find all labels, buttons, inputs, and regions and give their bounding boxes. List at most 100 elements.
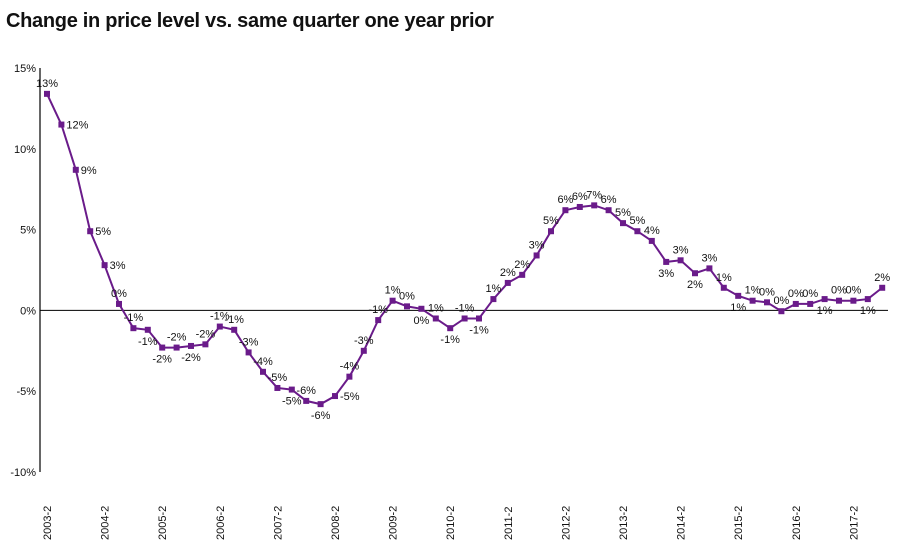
- data-label: 3%: [673, 244, 689, 256]
- data-label: 2%: [500, 267, 516, 279]
- data-point: [245, 349, 252, 356]
- data-point: [274, 384, 281, 391]
- data-point: [116, 300, 122, 307]
- data-point: [231, 326, 238, 333]
- data-point: [375, 317, 382, 324]
- data-point: [850, 297, 857, 304]
- data-label: -1%: [124, 312, 144, 324]
- data-point: [648, 237, 655, 244]
- data-point: [173, 344, 180, 351]
- data-point: [188, 342, 194, 349]
- x-tick-label: 2014-2: [676, 506, 688, 540]
- data-point: [216, 323, 223, 330]
- x-tick-label: 2006-2: [215, 506, 227, 540]
- data-label: -3%: [239, 336, 259, 348]
- data-point: [605, 207, 612, 214]
- data-point: [634, 228, 641, 235]
- data-point: [562, 207, 569, 214]
- data-label: 3%: [110, 260, 126, 272]
- data-point: [749, 297, 756, 304]
- data-label: 9%: [81, 165, 97, 177]
- data-label: 1%: [745, 285, 761, 297]
- data-label: 1%: [730, 302, 746, 314]
- chart-title: Change in price level vs. same quarter o…: [6, 10, 494, 32]
- x-tick-label: 2008-2: [330, 506, 342, 540]
- data-point: [159, 344, 166, 351]
- y-tick-label: 5%: [20, 225, 36, 237]
- data-label: -1%: [440, 334, 460, 346]
- data-label: 0%: [399, 290, 415, 302]
- data-label: 0%: [845, 285, 861, 297]
- data-label: 0%: [759, 286, 775, 298]
- data-point: [260, 368, 266, 375]
- data-point: [72, 166, 79, 173]
- y-tick-label: 0%: [20, 305, 36, 317]
- data-label: 1%: [860, 305, 876, 317]
- data-point: [144, 326, 151, 333]
- data-label: 6%: [557, 194, 573, 206]
- data-point: [735, 292, 742, 299]
- data-label: -1%: [210, 311, 230, 323]
- data-point: [576, 203, 583, 210]
- data-point: [44, 90, 50, 97]
- data-label: -2%: [167, 332, 187, 344]
- data-label: -1%: [469, 324, 489, 336]
- data-label: 2%: [687, 279, 703, 291]
- x-tick-label: 2003-2: [42, 506, 54, 540]
- y-tick-label: 15%: [14, 63, 36, 75]
- data-label: 2%: [874, 272, 890, 284]
- y-tick-label: 10%: [14, 144, 36, 156]
- data-point: [389, 297, 396, 304]
- data-label: -2%: [181, 352, 201, 364]
- data-label: 0%: [413, 315, 429, 327]
- data-point: [807, 300, 814, 307]
- data-label: 3%: [658, 268, 674, 280]
- x-tick-label: 2017-2: [848, 506, 860, 540]
- x-tick-label: 2005-2: [157, 506, 169, 540]
- data-point: [620, 220, 626, 227]
- data-point: [778, 308, 785, 315]
- data-point: [476, 315, 482, 322]
- data-point: [504, 279, 511, 286]
- data-label: 5%: [543, 215, 559, 227]
- data-point: [461, 315, 468, 322]
- data-point: [792, 300, 799, 307]
- data-point: [360, 347, 367, 354]
- data-point: [490, 296, 497, 303]
- data-label: -2%: [152, 354, 172, 366]
- data-label: -6%: [311, 410, 331, 422]
- data-label: 1%: [428, 302, 444, 314]
- x-tick-label: 2012-2: [560, 506, 572, 540]
- data-label: 0%: [831, 285, 847, 297]
- data-point: [447, 325, 454, 332]
- data-point: [836, 297, 842, 304]
- data-label: 1%: [385, 285, 401, 297]
- y-tick-label: -10%: [10, 467, 36, 479]
- series-line: [46, 93, 883, 406]
- data-label: 1%: [817, 305, 833, 317]
- data-label: -4%: [253, 356, 273, 368]
- data-point: [130, 325, 137, 332]
- data-point: [418, 305, 425, 312]
- data-label: 12%: [66, 120, 88, 132]
- data-label: 4%: [644, 225, 660, 237]
- data-point: [706, 265, 713, 272]
- x-tick-label: 2010-2: [445, 506, 457, 540]
- data-point: [519, 271, 526, 278]
- x-tick-label: 2016-2: [791, 506, 803, 540]
- data-label: -1%: [455, 302, 475, 314]
- data-label: 6%: [601, 194, 617, 206]
- data-label: 3%: [701, 252, 717, 264]
- data-point: [404, 303, 410, 310]
- data-label: -5%: [282, 396, 302, 408]
- y-tick-label: -5%: [16, 386, 36, 398]
- data-label: 6%: [572, 191, 588, 203]
- data-point: [821, 296, 828, 303]
- data-label: 3%: [529, 239, 545, 251]
- data-label: -1%: [224, 314, 244, 326]
- data-point: [591, 202, 598, 209]
- data-label: -1%: [368, 304, 388, 316]
- data-point: [303, 397, 310, 404]
- x-tick-label: 2004-2: [100, 506, 112, 540]
